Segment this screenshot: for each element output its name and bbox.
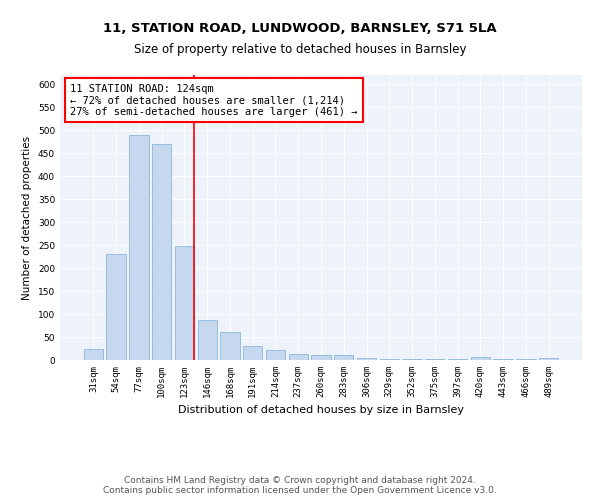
Bar bbox=[175, 246, 194, 360]
Bar bbox=[311, 356, 331, 360]
Bar bbox=[243, 346, 262, 360]
Bar bbox=[516, 358, 536, 360]
Bar bbox=[334, 356, 353, 360]
Bar bbox=[84, 348, 103, 360]
Bar bbox=[129, 135, 149, 360]
Bar bbox=[470, 357, 490, 360]
Text: 11, STATION ROAD, LUNDWOOD, BARNSLEY, S71 5LA: 11, STATION ROAD, LUNDWOOD, BARNSLEY, S7… bbox=[103, 22, 497, 36]
Text: Contains HM Land Registry data © Crown copyright and database right 2024.
Contai: Contains HM Land Registry data © Crown c… bbox=[103, 476, 497, 495]
Bar bbox=[220, 332, 239, 360]
Bar bbox=[106, 254, 126, 360]
Bar bbox=[380, 358, 399, 360]
Bar bbox=[403, 358, 422, 360]
Bar bbox=[289, 354, 308, 360]
Bar bbox=[539, 358, 558, 360]
Text: Size of property relative to detached houses in Barnsley: Size of property relative to detached ho… bbox=[134, 42, 466, 56]
Bar bbox=[152, 144, 172, 360]
Bar bbox=[266, 350, 285, 360]
Bar bbox=[493, 358, 513, 360]
X-axis label: Distribution of detached houses by size in Barnsley: Distribution of detached houses by size … bbox=[178, 406, 464, 415]
Text: 11 STATION ROAD: 124sqm
← 72% of detached houses are smaller (1,214)
27% of semi: 11 STATION ROAD: 124sqm ← 72% of detache… bbox=[70, 84, 358, 116]
Bar bbox=[197, 320, 217, 360]
Bar bbox=[448, 358, 467, 360]
Y-axis label: Number of detached properties: Number of detached properties bbox=[22, 136, 32, 300]
Bar bbox=[357, 358, 376, 360]
Bar bbox=[425, 358, 445, 360]
